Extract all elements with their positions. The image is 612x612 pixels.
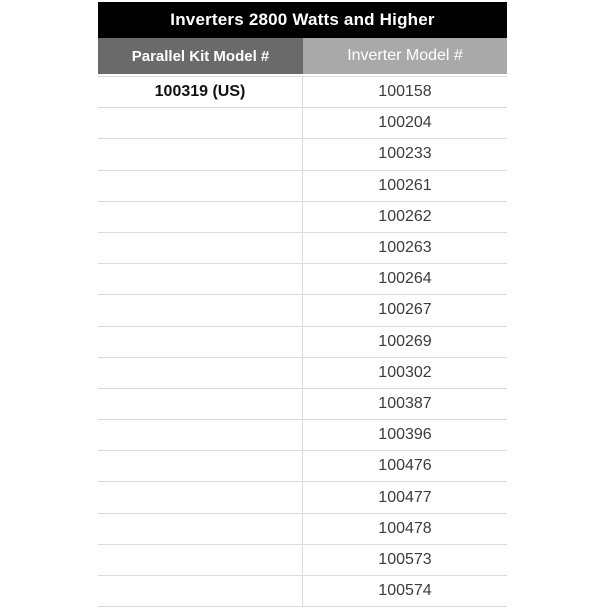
table-row: 100263	[98, 232, 507, 265]
table-row: 100262	[98, 201, 507, 233]
column-header-inverter-model: Inverter Model #	[303, 38, 507, 76]
parallel-kit-cell	[98, 326, 303, 358]
table-body: 100319 (US) 100158 100204 100233 100261 …	[98, 76, 507, 608]
parallel-kit-cell	[98, 232, 303, 265]
parallel-kit-cell: 100319 (US)	[98, 76, 303, 109]
table-row: 100261	[98, 170, 507, 202]
inverter-model-cell: 100477	[303, 482, 507, 514]
inverter-model-cell: 100574	[303, 576, 507, 608]
parallel-kit-cell	[98, 451, 303, 483]
inverter-model-cell: 100262	[303, 201, 507, 233]
parallel-kit-cell	[98, 482, 303, 514]
table-row: 100478	[98, 513, 507, 545]
inverter-model-cell: 100269	[303, 326, 507, 358]
parallel-kit-cell	[98, 544, 303, 576]
table-row: 100233	[98, 139, 507, 171]
parallel-kit-cell	[98, 170, 303, 202]
table-row: 100264	[98, 264, 507, 296]
column-header-parallel-kit: Parallel Kit Model #	[98, 38, 303, 76]
table-row: 100302	[98, 357, 507, 389]
inverter-compatibility-table: Inverters 2800 Watts and Higher Parallel…	[98, 2, 507, 608]
inverter-model-cell: 100573	[303, 544, 507, 576]
table-row: 100269	[98, 326, 507, 358]
inverter-model-cell: 100264	[303, 264, 507, 296]
parallel-kit-cell	[98, 108, 303, 140]
inverter-model-cell: 100263	[303, 232, 507, 265]
table-row: 100477	[98, 482, 507, 514]
table-row: 100267	[98, 295, 507, 327]
inverter-model-cell: 100204	[303, 108, 507, 140]
inverter-model-cell: 100478	[303, 513, 507, 545]
column-header-row: Parallel Kit Model # Inverter Model #	[98, 38, 507, 76]
table-row: 100573	[98, 544, 507, 576]
parallel-kit-cell	[98, 420, 303, 452]
parallel-kit-cell	[98, 576, 303, 608]
parallel-kit-cell	[98, 264, 303, 296]
table-row: 100319 (US) 100158	[98, 76, 507, 109]
table-row: 100204	[98, 108, 507, 140]
parallel-kit-cell	[98, 295, 303, 327]
parallel-kit-cell	[98, 388, 303, 421]
table-title: Inverters 2800 Watts and Higher	[98, 2, 507, 38]
inverter-model-cell: 100261	[303, 170, 507, 202]
title-row: Inverters 2800 Watts and Higher	[98, 2, 507, 38]
inverter-model-cell: 100233	[303, 139, 507, 171]
table-row: 100387	[98, 388, 507, 421]
table-row: 100574	[98, 576, 507, 608]
table-row: 100476	[98, 451, 507, 483]
parallel-kit-cell	[98, 357, 303, 389]
inverter-model-cell: 100158	[303, 76, 507, 109]
inverter-model-cell: 100267	[303, 295, 507, 327]
inverter-model-cell: 100302	[303, 357, 507, 389]
parallel-kit-cell	[98, 201, 303, 233]
inverter-model-cell: 100476	[303, 451, 507, 483]
inverter-model-cell: 100396	[303, 420, 507, 452]
parallel-kit-cell	[98, 139, 303, 171]
parallel-kit-cell	[98, 513, 303, 545]
inverter-model-cell: 100387	[303, 388, 507, 421]
table-row: 100396	[98, 420, 507, 452]
